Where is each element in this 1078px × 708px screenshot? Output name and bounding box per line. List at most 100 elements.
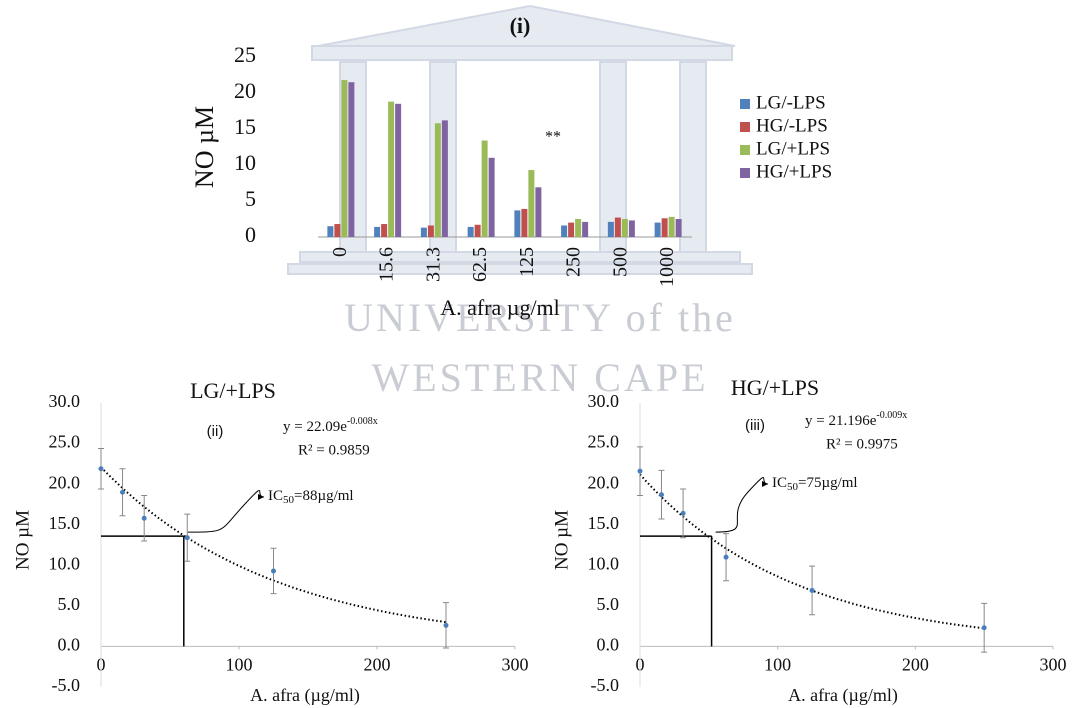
data-point [638, 469, 643, 474]
column [680, 62, 706, 252]
y-tick-label: 15 [234, 114, 256, 139]
bar [327, 226, 333, 237]
ic50-arrow [716, 478, 768, 533]
data-point [99, 466, 104, 471]
x-tick-label: 100 [764, 655, 791, 675]
bar [482, 141, 488, 237]
equation-base: y = 21.196e [805, 413, 877, 429]
bar [395, 104, 401, 237]
ic50-text: =88µg/ml [294, 488, 354, 504]
x-tick-label: 125 [516, 247, 538, 277]
x-tick-label: 200 [902, 655, 929, 675]
x-tick-label: 15.6 [376, 247, 398, 282]
x-tick-label: 500 [609, 247, 631, 277]
ic50-label: IC50=75µg/ml [772, 475, 858, 492]
data-point [681, 511, 686, 516]
ic50-subscript: 50 [787, 481, 799, 493]
legend-swatch [740, 168, 750, 178]
data-point [724, 555, 729, 560]
bar [341, 80, 347, 237]
y-tick-label: 30.0 [49, 391, 81, 411]
trend-equation: y = 22.09e-0.008x [283, 416, 378, 435]
bar [669, 217, 675, 237]
y-tick-label: 10.0 [588, 553, 620, 573]
legend-label: HG/+LPS [756, 161, 832, 182]
bar [676, 219, 682, 237]
bar [381, 224, 387, 237]
y-axis-label: NO µM [12, 510, 33, 570]
chart-title: LG/+LPS [190, 378, 276, 403]
x-axis-label: A. afra (µg/ml) [788, 685, 898, 706]
y-tick-label: 0 [245, 222, 256, 247]
y-tick-label: 20.0 [49, 472, 81, 492]
ic50-subscript: 50 [283, 494, 295, 506]
watermark: WESTERN CAPE [371, 355, 708, 400]
chart-title: HG/+LPS [731, 375, 819, 400]
bar [629, 220, 635, 237]
bar [334, 224, 340, 237]
bar [521, 209, 527, 237]
y-tick-label: 15.0 [588, 513, 620, 533]
equation-exponent: -0.008x [347, 416, 378, 427]
legend-swatch [740, 145, 750, 155]
bar [374, 227, 380, 237]
bar [535, 187, 541, 237]
x-tick-label: 0 [329, 247, 351, 257]
y-tick-label: 20 [234, 78, 256, 103]
chart-title: (i) [510, 13, 531, 38]
y-tick-label: 5 [245, 186, 256, 211]
data-point [982, 625, 987, 630]
y-tick-label: 25 [234, 42, 256, 67]
equation-exponent: -0.009x [876, 410, 907, 421]
data-point [659, 492, 664, 497]
y-tick-label: 5.0 [58, 594, 81, 614]
annotation: ** [545, 129, 561, 146]
legend-swatch [740, 99, 750, 109]
ic50-text: =75µg/ml [798, 475, 858, 491]
bar [662, 218, 668, 237]
y-tick-label: 10.0 [49, 553, 81, 573]
y-axis-label: NO µM [190, 106, 219, 188]
bar [568, 223, 574, 237]
panel-label: (iii) [745, 417, 765, 434]
bar [615, 218, 621, 237]
bar [468, 227, 474, 237]
bar [435, 123, 441, 237]
data-point [120, 490, 125, 495]
x-tick-label: 300 [502, 655, 529, 675]
bar [655, 223, 661, 237]
y-tick-label: 10 [234, 150, 256, 175]
bar [575, 219, 581, 237]
bar [489, 158, 495, 237]
trend-equation: y = 21.196e-0.009x [805, 410, 907, 429]
bar [514, 210, 520, 237]
equation-base: y = 22.09e [283, 419, 347, 435]
bar [582, 222, 588, 237]
ic50-prefix: IC [772, 475, 787, 491]
bar [421, 228, 427, 237]
bar [561, 225, 567, 237]
bar [608, 222, 614, 237]
data-point [142, 516, 147, 521]
bar [348, 82, 354, 237]
data-point [185, 535, 190, 540]
legend-swatch [740, 122, 750, 132]
bar [428, 225, 434, 237]
panel-label: (ii) [207, 423, 224, 440]
bar [442, 120, 448, 237]
data-point [810, 588, 815, 593]
figure: UNIVERSITY of the WESTERN CAPE (i)NO µMA… [0, 0, 1078, 708]
x-tick-label: 1000 [656, 247, 678, 287]
x-tick-label: 31.3 [422, 247, 444, 282]
bar [528, 170, 534, 237]
y-tick-label: -5.0 [591, 675, 620, 695]
ic50-label: IC50=88µg/ml [268, 488, 354, 505]
y-tick-label: 0.0 [597, 635, 620, 655]
x-tick-label: 250 [563, 247, 585, 277]
bar [388, 102, 394, 237]
x-axis-label: A. afra µg/ml [440, 295, 560, 320]
legend-label: LG/+LPS [756, 138, 830, 159]
y-tick-label: 0.0 [58, 635, 81, 655]
legend-label: LG/-LPS [756, 92, 826, 113]
x-tick-label: 100 [226, 655, 253, 675]
